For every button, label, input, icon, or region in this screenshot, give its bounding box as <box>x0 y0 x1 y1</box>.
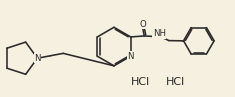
Text: HCl: HCl <box>165 77 185 87</box>
Text: NH: NH <box>153 29 166 38</box>
Text: N: N <box>127 52 134 61</box>
Text: O: O <box>139 19 146 29</box>
Text: N: N <box>34 54 41 63</box>
Text: HCl: HCl <box>131 77 151 87</box>
